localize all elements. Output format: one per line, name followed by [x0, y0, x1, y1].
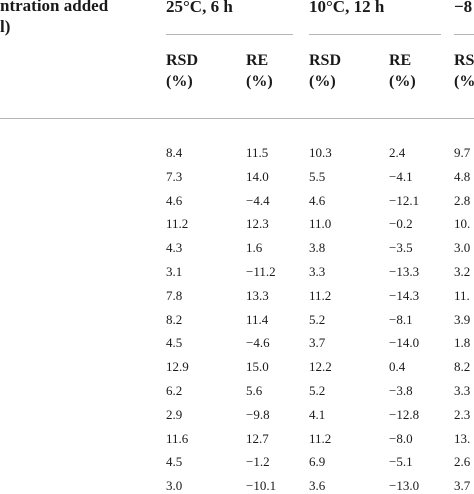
cell-rsd-25c: 7.8 — [166, 287, 183, 303]
cell-re-10c: −12.1 — [389, 192, 420, 208]
cell-re-10c: −5.1 — [389, 454, 413, 470]
group-rule-1 — [166, 34, 293, 35]
subheader-re-1-unit: (%) — [246, 73, 273, 90]
cell-rsd-25c: 8.4 — [166, 145, 183, 160]
cell-re-10c: −13.3 — [389, 264, 420, 279]
cell-re-10c: −4.1 — [389, 168, 413, 184]
cell-rsd-10c: 3.6 — [309, 478, 326, 494]
cell-rsd-25c: 2.9 — [166, 406, 183, 422]
cell-rsd-10c: 10.3 — [309, 145, 332, 160]
subheader-rsd-3: RS — [454, 52, 474, 69]
cell-rsd-minus8: 1.8 — [454, 335, 471, 351]
cell-rsd-25c: 3.0 — [166, 478, 183, 494]
cell-re-25c: 1.6 — [246, 240, 263, 256]
cell-re-25c: 5.6 — [246, 383, 263, 398]
cell-rsd-minus8: 9.7 — [454, 145, 471, 160]
cell-rsd-10c: 5.5 — [309, 168, 326, 184]
cell-re-25c: 14.0 — [246, 168, 269, 184]
subheader-re-1: RE — [246, 52, 269, 69]
cell-rsd-minus8: 2.8 — [454, 192, 471, 208]
group-header-10c-12h: 10°C, 12 h — [309, 0, 385, 16]
cell-re-25c: 11.4 — [246, 311, 269, 327]
cell-re-25c: 12.7 — [246, 430, 269, 446]
cell-re-25c: −11.2 — [246, 264, 276, 279]
subheader-rsd-1: RSD — [166, 52, 199, 69]
subheader-rsd-1-unit: (%) — [166, 73, 193, 90]
cell-rsd-10c: 11.0 — [309, 216, 332, 232]
cell-rsd-minus8: 2.6 — [454, 454, 471, 470]
cell-rsd-25c: 11.2 — [166, 216, 189, 232]
group-rule-3 — [454, 34, 474, 35]
subheader-rsd-2-unit: (%) — [309, 73, 336, 90]
cell-rsd-10c: 3.7 — [309, 335, 326, 351]
cell-re-10c: −14.0 — [389, 335, 420, 351]
cell-rsd-minus8: 2.3 — [454, 406, 471, 422]
cell-re-10c: −3.8 — [389, 383, 413, 398]
subheader-re-2-unit: (%) — [389, 73, 416, 90]
cell-rsd-10c: 11.2 — [309, 287, 332, 303]
cell-rsd-25c: 8.2 — [166, 311, 183, 327]
cell-rsd-25c: 12.9 — [166, 359, 189, 375]
cell-rsd-10c: 4.6 — [309, 192, 326, 208]
cell-rsd-10c: 4.1 — [309, 406, 326, 422]
group-header-25c-6h: 25°C, 6 h — [166, 0, 233, 16]
cell-rsd-10c: 3.3 — [309, 264, 326, 279]
cell-rsd-10c: 12.2 — [309, 359, 332, 375]
cell-rsd-minus8: 3.7 — [454, 478, 471, 494]
group-rule-2 — [309, 34, 441, 35]
cell-re-10c: −8.1 — [389, 311, 413, 327]
concentration-header-line1: ntration added — [0, 0, 109, 15]
cell-rsd-25c: 4.5 — [166, 335, 183, 351]
header-bottom-rule — [0, 118, 474, 119]
cell-re-25c: −4.4 — [246, 192, 270, 208]
subheader-re-2: RE — [389, 52, 412, 69]
cell-re-10c: −8.0 — [389, 430, 413, 446]
cell-rsd-25c: 6.2 — [166, 383, 183, 398]
cell-rsd-minus8: 11. — [454, 287, 470, 303]
cell-re-10c: −12.8 — [389, 406, 420, 422]
cell-rsd-25c: 4.6 — [166, 192, 183, 208]
cell-re-25c: −1.2 — [246, 454, 270, 470]
cell-rsd-minus8: 4.8 — [454, 168, 471, 184]
cell-rsd-25c: 11.6 — [166, 430, 189, 446]
cell-re-25c: 12.3 — [246, 216, 269, 232]
cell-rsd-10c: 5.2 — [309, 311, 326, 327]
cell-re-25c: −4.6 — [246, 335, 270, 351]
cell-re-10c: −13.0 — [389, 478, 420, 494]
cell-re-25c: −9.8 — [246, 406, 270, 422]
cell-re-25c: −10.1 — [246, 478, 277, 494]
cell-rsd-minus8: 13. — [454, 430, 471, 446]
cell-re-25c: 15.0 — [246, 359, 269, 375]
group-header-minus8: −8 — [454, 0, 473, 16]
cell-rsd-minus8: 8.2 — [454, 359, 471, 375]
cell-re-10c: 2.4 — [389, 145, 406, 160]
cell-re-25c: 11.5 — [246, 145, 269, 160]
cell-re-10c: 0.4 — [389, 359, 406, 375]
cell-rsd-25c: 4.5 — [166, 454, 183, 470]
cell-re-10c: −14.3 — [389, 287, 420, 303]
cell-re-25c: 13.3 — [246, 287, 269, 303]
cell-rsd-minus8: 10. — [454, 216, 471, 232]
cell-rsd-minus8: 3.3 — [454, 383, 471, 398]
concentration-header-line2: l) — [0, 17, 11, 36]
cell-rsd-minus8: 3.0 — [454, 240, 471, 256]
cell-re-10c: −0.2 — [389, 216, 413, 232]
cell-rsd-25c: 3.1 — [166, 264, 183, 279]
cell-rsd-10c: 5.2 — [309, 383, 326, 398]
cell-rsd-25c: 7.3 — [166, 168, 183, 184]
subheader-rsd-2: RSD — [309, 52, 342, 69]
subheader-rsd-3-unit: (% — [454, 73, 474, 90]
cell-rsd-10c: 11.2 — [309, 430, 332, 446]
cell-rsd-10c: 6.9 — [309, 454, 326, 470]
cell-rsd-25c: 4.3 — [166, 240, 183, 256]
cell-rsd-10c: 3.8 — [309, 240, 326, 256]
cell-rsd-minus8: 3.2 — [454, 264, 471, 279]
cell-rsd-minus8: 3.9 — [454, 311, 471, 327]
cell-re-10c: −3.5 — [389, 240, 413, 256]
